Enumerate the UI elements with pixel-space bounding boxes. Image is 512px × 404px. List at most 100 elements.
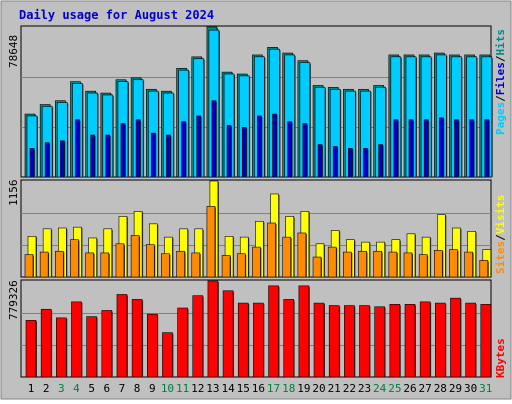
bar-sites-23 <box>358 250 367 278</box>
bar-kbytes-17 <box>268 285 279 378</box>
bar-kbytes-10 <box>162 332 173 378</box>
bar-sites-1 <box>24 254 34 278</box>
legend-pages: Pages <box>494 102 507 135</box>
legend-visits: Visits <box>494 195 507 235</box>
bar-sites-11 <box>176 250 185 278</box>
bar-kbytes-2 <box>40 308 52 378</box>
bar-pages-3 <box>60 140 65 178</box>
bar-pages-15 <box>241 127 247 178</box>
x-label-day-7: 7 <box>119 382 126 395</box>
bar-pages-10 <box>166 134 171 178</box>
bar-kbytes-7 <box>116 294 128 378</box>
bar-sites-14 <box>221 255 231 278</box>
bar-kbytes-22 <box>344 305 355 378</box>
x-label-day-9: 9 <box>149 382 156 395</box>
bar-sites-6 <box>100 252 110 278</box>
bar-kbytes-6 <box>101 310 113 378</box>
bar-kbytes-4 <box>71 301 82 378</box>
bar-kbytes-23 <box>359 305 370 378</box>
x-label-day-21: 21 <box>328 382 341 395</box>
legend-sep-1: / <box>494 95 507 102</box>
bar-sites-31 <box>479 260 489 278</box>
bar-kbytes-28 <box>435 302 446 378</box>
legend-sep-2: / <box>494 55 507 62</box>
x-label-day-13: 13 <box>206 382 219 395</box>
bar-sites-19 <box>297 232 307 278</box>
bar-sites-7 <box>115 243 125 278</box>
bar-pages-2 <box>44 142 50 178</box>
x-label-day-22: 22 <box>343 382 356 395</box>
x-label-day-3: 3 <box>58 382 65 395</box>
y-label-middle: 1156 <box>7 180 20 207</box>
bar-sites-2 <box>39 251 49 278</box>
x-label-day-24: 24 <box>373 382 387 395</box>
x-label-day-20: 20 <box>312 382 325 395</box>
bar-kbytes-30 <box>465 302 476 378</box>
bar-sites-30 <box>464 251 473 278</box>
bar-kbytes-19 <box>298 285 310 378</box>
bar-kbytes-20 <box>313 302 325 378</box>
bar-sites-18 <box>282 236 292 278</box>
x-label-day-5: 5 <box>88 382 95 395</box>
bar-pages-26 <box>408 119 414 178</box>
bar-pages-30 <box>469 119 474 178</box>
bar-sites-24 <box>373 250 382 278</box>
bar-pages-25 <box>393 119 399 178</box>
x-label-day-30: 30 <box>464 382 477 395</box>
bar-pages-9 <box>150 132 156 178</box>
x-label-day-31: 31 <box>479 382 492 395</box>
legend-middle: Sites/Visits <box>494 195 507 275</box>
bar-kbytes-21 <box>328 305 340 378</box>
x-label-day-19: 19 <box>297 382 310 395</box>
bar-pages-18 <box>287 121 293 178</box>
bar-kbytes-5 <box>86 316 97 378</box>
bar-sites-28 <box>434 250 443 278</box>
bar-pages-31 <box>484 119 490 178</box>
bar-kbytes-1 <box>25 320 37 378</box>
x-label-day-1: 1 <box>28 382 35 395</box>
bar-kbytes-18 <box>283 299 295 378</box>
bar-pages-8 <box>135 119 141 178</box>
x-label-day-28: 28 <box>434 382 447 395</box>
x-label-day-26: 26 <box>403 382 416 395</box>
bar-pages-14 <box>226 125 232 178</box>
bar-sites-15 <box>236 253 246 278</box>
bar-kbytes-25 <box>389 304 401 378</box>
bar-kbytes-3 <box>56 317 67 378</box>
x-label-day-29: 29 <box>449 382 462 395</box>
bar-sites-26 <box>403 252 413 278</box>
bar-kbytes-15 <box>237 302 249 378</box>
bar-sites-13 <box>206 206 216 278</box>
bar-kbytes-14 <box>222 290 234 378</box>
x-label-day-23: 23 <box>358 382 371 395</box>
legend-top: Pages/Files/Hits <box>494 29 507 135</box>
x-label-day-2: 2 <box>43 382 50 395</box>
bar-kbytes-27 <box>419 301 431 378</box>
legend-bottom: KBytes <box>494 338 507 378</box>
chart-title: Daily usage for August 2024 <box>19 8 214 22</box>
bar-pages-22 <box>348 148 353 178</box>
x-axis-labels: 1 2 3 4 5 6 7 8 9 10 11 12 13 14 15 16 17 18 19 20 21 22 23 24 2… <box>28 382 493 395</box>
bar-pages-1 <box>29 148 35 178</box>
bar-sites-16 <box>252 246 261 278</box>
x-label-day-8: 8 <box>134 382 141 395</box>
x-label-day-4: 4 <box>73 382 80 395</box>
bar-pages-13 <box>211 100 217 178</box>
y-label-top: 78648 <box>7 35 20 68</box>
bar-pages-16 <box>257 115 262 178</box>
x-label-day-11: 11 <box>176 382 189 395</box>
legend-sep-3: / <box>494 234 507 241</box>
legend-hits: Hits <box>494 29 507 56</box>
bar-kbytes-26 <box>404 304 416 378</box>
x-label-day-25: 25 <box>388 382 401 395</box>
bar-kbytes-12 <box>192 295 204 378</box>
bar-sites-22 <box>343 251 352 278</box>
bar-sites-25 <box>388 251 398 278</box>
bar-kbytes-9 <box>146 313 158 378</box>
bar-sites-10 <box>161 253 170 278</box>
bar-pages-6 <box>105 134 111 178</box>
bar-sites-21 <box>327 246 337 278</box>
bar-pages-20 <box>317 144 323 178</box>
bar-pages-4 <box>75 119 80 178</box>
bar-kbytes-16 <box>253 302 264 378</box>
